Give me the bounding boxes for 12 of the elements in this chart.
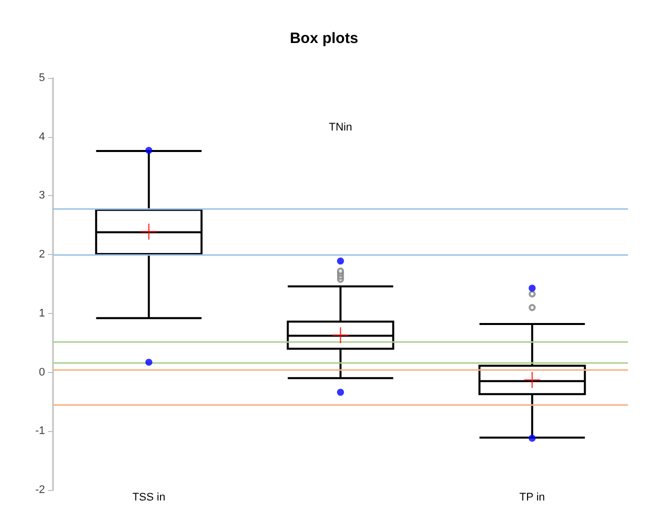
x-tick-label: TP in <box>519 492 545 504</box>
y-tick-label: -2 <box>35 484 45 496</box>
y-tick-label: 1 <box>38 307 45 320</box>
y-tick-label: -1 <box>35 425 45 438</box>
y-tick-label: 2 <box>38 248 45 261</box>
y-tick-label: 5 <box>38 72 45 84</box>
y-tick-label: 3 <box>38 190 45 202</box>
chart-title: Box plots <box>290 30 358 47</box>
y-tick-label: 0 <box>38 366 45 378</box>
y-tick-label: 4 <box>38 130 45 143</box>
x-tick-label: TSS in <box>132 492 166 504</box>
x-tick-label: TNin <box>328 122 352 134</box>
